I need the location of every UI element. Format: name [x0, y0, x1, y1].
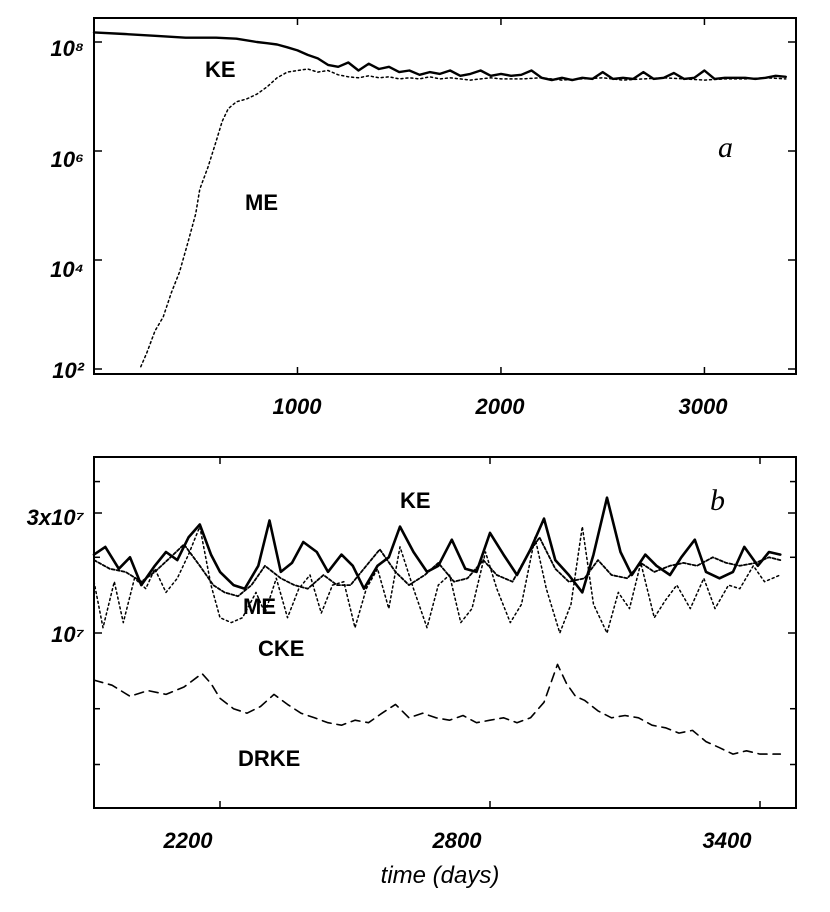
panel-b-ticks — [94, 457, 796, 808]
panel-a-ke-label: KE — [205, 57, 236, 82]
panel-b-series-cke-line — [93, 525, 782, 634]
panel-a-y-tick-label: 10⁶ — [51, 147, 84, 172]
panel-b-series-drke-line — [93, 663, 782, 755]
panel-a-x-tick-label: 2000 — [475, 394, 526, 419]
panel-a: 10⁸ 10⁶ 10⁴ 10² 1000 2000 3000 KE ME a — [50, 17, 797, 419]
panel-a-ticks — [94, 18, 796, 374]
panel-a-x-tick-label: 3000 — [679, 394, 729, 419]
panel-b-x-axis-title: time (days) — [381, 862, 500, 889]
panel-b-x-tick-label: 2200 — [163, 828, 214, 853]
panel-b-y-tick-label: 10⁷ — [51, 622, 84, 647]
panel-b-cke-label: CKE — [258, 636, 304, 661]
panel-b-x-tick-label: 3400 — [703, 828, 753, 853]
panel-b: 3x10⁷ 10⁷ 2200 2800 3400 KE ME CKE DRKE … — [27, 456, 797, 889]
panel-a-series-me-line — [140, 68, 787, 368]
panel-a-letter: a — [718, 131, 733, 164]
panel-a-x-tick-label: 1000 — [273, 394, 323, 419]
panel-a-y-tick-label: 10⁸ — [50, 36, 84, 61]
panel-b-me-label: ME — [243, 594, 276, 619]
panel-b-series-me-line — [93, 536, 782, 598]
panel-b-x-tick-label: 2800 — [432, 828, 483, 853]
panel-a-me-label: ME — [245, 190, 278, 215]
panel-a-y-tick-label: 10² — [52, 358, 84, 383]
panel-a-y-tick-label: 10⁴ — [50, 257, 84, 282]
panel-b-ke-label: KE — [400, 488, 431, 513]
panel-a-series-ke-line — [92, 31, 787, 82]
panel-b-y-tick-label: 3x10⁷ — [27, 505, 85, 530]
panel-b-drke-label: DRKE — [238, 746, 300, 771]
panel-b-frame — [93, 456, 797, 809]
panel-a-frame — [93, 17, 797, 375]
panel-b-letter: b — [710, 484, 725, 517]
panel-b-series-ke-line — [92, 496, 782, 594]
